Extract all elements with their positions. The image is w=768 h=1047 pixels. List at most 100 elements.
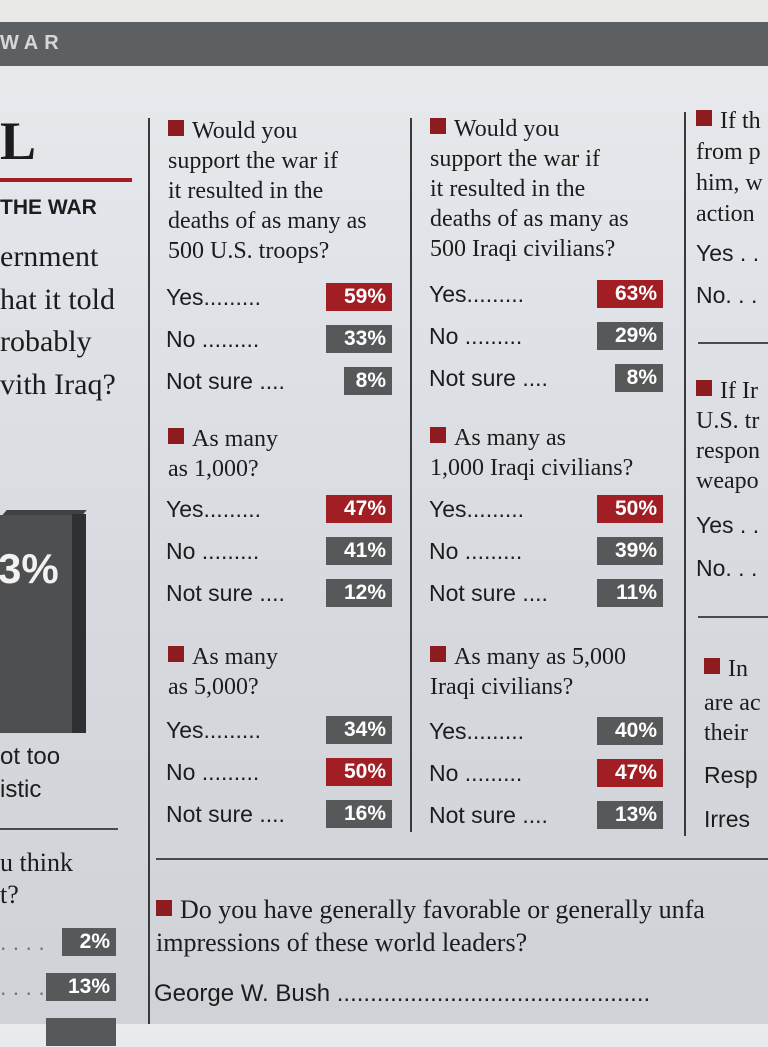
bottom-question-line-2: impressions of these world leaders? — [156, 928, 528, 957]
response-label: Yes......... — [166, 717, 262, 743]
question-line: deaths of as many as — [168, 208, 367, 234]
right-q3-line-2: are ac — [704, 690, 761, 716]
section-label: WAR — [0, 32, 65, 54]
section-header-bar: WAR — [0, 22, 768, 66]
response-value: 47% — [597, 759, 663, 787]
response-label: Yes......... — [429, 718, 525, 744]
caption-line-1: ot too — [0, 743, 61, 770]
bullet-icon — [430, 118, 446, 134]
response-label: Not sure .... — [166, 801, 285, 827]
right-q1-no: No. . . — [696, 282, 758, 308]
question-line: 1,000 Iraqi civilians? — [430, 455, 634, 481]
right-q1-line-3: him, w — [696, 170, 763, 196]
bullet-icon — [168, 120, 184, 136]
response-value: 47% — [326, 495, 392, 523]
response-value: 34% — [326, 716, 392, 744]
response-value: 59% — [326, 283, 392, 311]
response-value: 40% — [597, 717, 663, 745]
response-row: Yes......... 47% — [166, 494, 392, 524]
bullet-icon — [168, 646, 184, 662]
lower-row-3 — [0, 1017, 116, 1047]
question-line: as 5,000? — [168, 674, 259, 700]
response-value: 11% — [597, 579, 663, 607]
red-rule — [0, 178, 132, 182]
question-line: support the war if — [430, 146, 600, 172]
question-line: As many as — [430, 423, 566, 453]
left-divider — [0, 828, 118, 830]
right-q1-yes: Yes . . — [696, 240, 760, 266]
question-line: deaths of as many as — [430, 206, 629, 232]
response-row: Yes......... 34% — [166, 715, 392, 745]
leader-dots: ........................................… — [330, 980, 651, 1007]
response-label: Yes......... — [429, 281, 525, 307]
right-q1-line-2: from p — [696, 139, 761, 165]
question-line: support the war if — [168, 148, 338, 174]
leader-name: George W. Bush — [154, 980, 331, 1007]
right-q2-yes: Yes . . — [696, 512, 760, 538]
response-label: Not sure .... — [166, 368, 285, 394]
response-row: No ......... 39% — [429, 536, 663, 566]
response-label: Yes......... — [166, 496, 262, 522]
question-line: 500 Iraqi civilians? — [430, 236, 616, 262]
response-row: Yes......... 50% — [429, 494, 663, 524]
response-row: Not sure .... 8% — [166, 366, 392, 396]
response-value: 50% — [597, 495, 663, 523]
response-label: No ......... — [166, 759, 260, 785]
leader-row: George W. Bush .........................… — [154, 980, 768, 1008]
response-row: Not sure .... 8% — [429, 363, 663, 393]
response-value: 16% — [326, 800, 392, 828]
question-line: Iraqi civilians? — [430, 674, 574, 700]
response-label: Yes......... — [429, 496, 525, 522]
response-value: 63% — [597, 280, 663, 308]
response-label: Not sure .... — [166, 580, 285, 606]
column-rule-2 — [410, 118, 412, 832]
response-row: Not sure .... 16% — [166, 799, 392, 829]
response-label: Yes......... — [166, 284, 262, 310]
question-line: as 1,000? — [168, 456, 259, 482]
lower-value-1: 2% — [62, 928, 116, 956]
question-line: Would you — [430, 114, 559, 144]
right-q2-line-4: weapo — [696, 468, 759, 494]
bullet-icon — [430, 427, 446, 443]
response-label: No ......... — [429, 538, 523, 564]
left-question-line-1: ernment — [0, 240, 99, 273]
response-row: No ......... 41% — [166, 536, 392, 566]
response-row: No ......... 29% — [429, 321, 663, 351]
response-label: Not sure .... — [429, 580, 548, 606]
lower-question-line-2: t? — [0, 880, 19, 909]
question-line: it resulted in the — [430, 176, 586, 202]
lower-row-1: . . . . 2% — [0, 927, 116, 957]
response-row: Not sure .... 13% — [429, 800, 663, 830]
response-row: No ......... 47% — [429, 758, 663, 788]
bullet-icon — [156, 900, 172, 916]
right-q3-line-3: their — [704, 720, 748, 746]
question-line: As many — [168, 642, 278, 672]
left-question-line-4: vith Iraq? — [0, 368, 116, 401]
question-line: Would you — [168, 116, 297, 146]
response-value: 29% — [597, 322, 663, 350]
right-q2-line-3: respon — [696, 438, 760, 464]
column-rule-1 — [148, 118, 150, 1024]
response-label: No ......... — [429, 323, 523, 349]
page-top-margin — [0, 0, 768, 22]
response-row: No ......... 33% — [166, 324, 392, 354]
response-label: No ......... — [429, 760, 523, 786]
bullet-icon — [696, 380, 712, 396]
question-line: it resulted in the — [168, 178, 324, 204]
response-value: 50% — [326, 758, 392, 786]
left-question-line-2: hat it told — [0, 283, 115, 316]
response-value: 8% — [615, 364, 663, 392]
bottom-question-line-1: Do you have generally favorable or gener… — [156, 895, 705, 925]
response-value: 12% — [326, 579, 392, 607]
right-q3-responsible: Resp — [704, 762, 758, 788]
bullet-icon — [430, 646, 446, 662]
response-row: No ......... 50% — [166, 757, 392, 787]
lower-row-2: . . . . 13% — [0, 972, 116, 1002]
response-value: 8% — [344, 367, 392, 395]
question-line: As many as 5,000 — [430, 642, 626, 672]
lower-value-2: 13% — [46, 973, 116, 1001]
response-value: 39% — [597, 537, 663, 565]
bullet-icon — [704, 658, 720, 674]
left-question-line-3: robably — [0, 325, 92, 358]
caption-line-2: istic — [0, 776, 42, 803]
